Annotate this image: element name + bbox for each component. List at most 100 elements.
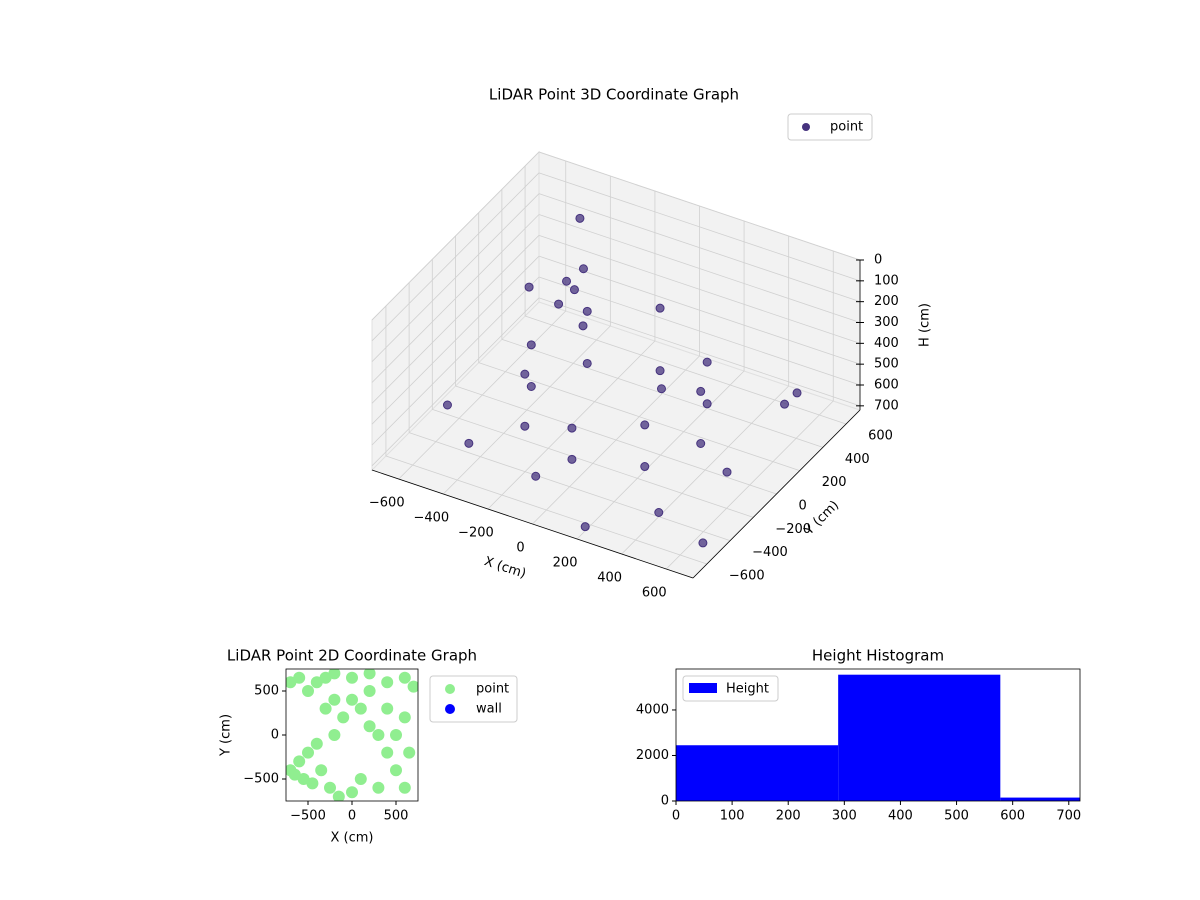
grid-line [524, 315, 847, 425]
point [640, 420, 650, 430]
point [346, 693, 358, 706]
x-tick-label: 0 [672, 809, 680, 824]
grid-line [371, 276, 540, 446]
point [297, 773, 310, 785]
point [328, 693, 341, 706]
z-tick-label: 400 [874, 336, 899, 351]
y-tick-label: 4000 [636, 702, 669, 717]
point [346, 786, 358, 799]
point [293, 671, 306, 684]
point [526, 340, 536, 350]
grid-line [538, 255, 861, 365]
x-tick-label: 100 [720, 809, 745, 824]
grid-line [371, 172, 540, 342]
grid-line [538, 172, 861, 282]
axis-line [371, 469, 694, 579]
x-tick-label: 600 [642, 586, 667, 601]
chart-title: Height Histogram [812, 647, 944, 665]
x-tick-label: 700 [1056, 809, 1081, 824]
point [531, 471, 541, 481]
x-tick-label: 600 [1000, 809, 1025, 824]
point [310, 737, 323, 750]
z-tick-label: 100 [874, 273, 899, 288]
x-tick-label: 400 [888, 809, 913, 824]
legend-label: wall [476, 702, 502, 717]
point [390, 764, 402, 777]
grid-line [371, 235, 540, 404]
point [696, 386, 706, 396]
point [722, 467, 732, 477]
point [526, 382, 536, 391]
point [328, 669, 341, 680]
legend-patch [689, 683, 717, 693]
z-tick-label: 500 [874, 357, 899, 372]
legend-marker [445, 684, 455, 694]
point [390, 729, 402, 741]
points-3d [442, 213, 802, 548]
point [381, 702, 394, 715]
y-axis-label: Y (cm) [219, 714, 234, 757]
y-tick-label: 400 [845, 452, 870, 467]
x-tick-label: 300 [832, 809, 857, 824]
point [319, 702, 332, 715]
grid-line [538, 276, 861, 386]
y-tick-label: 0 [661, 794, 669, 809]
legend-marker [445, 704, 455, 714]
z-tick-label: 700 [874, 398, 899, 413]
point [354, 702, 367, 715]
axes-frame [675, 668, 1081, 802]
grid-line [385, 455, 708, 565]
point [524, 282, 534, 292]
grid-line [455, 385, 777, 495]
axis-line [692, 409, 861, 579]
point [702, 357, 712, 367]
y-tick-label: 2000 [636, 748, 669, 763]
point [398, 711, 411, 724]
grid-line [408, 432, 731, 542]
point [582, 306, 592, 316]
legend-marker [802, 123, 810, 131]
point [792, 388, 802, 398]
grid-line [371, 255, 540, 425]
grid-line [538, 297, 861, 407]
point [656, 384, 666, 394]
y-tick-label: 200 [822, 475, 847, 490]
point [381, 746, 394, 759]
point [324, 781, 336, 794]
point [293, 755, 306, 768]
point [780, 399, 790, 409]
axes-3d [371, 150, 861, 579]
y-axis-label: Y (cm) [801, 498, 842, 539]
point [363, 720, 376, 733]
y-tick-label: −400 [752, 545, 788, 560]
point [655, 366, 665, 376]
point [286, 764, 297, 777]
point [328, 729, 341, 741]
y-tick-label: −600 [729, 569, 765, 584]
grid-line [501, 338, 824, 448]
y-tick-label: −500 [243, 772, 279, 787]
x-tick-label: 0 [516, 541, 524, 556]
point [567, 423, 577, 433]
point [562, 276, 572, 286]
point [654, 508, 664, 517]
point [582, 358, 592, 368]
x-tick-label: 200 [553, 556, 578, 571]
grid-line [371, 151, 540, 321]
z-tick-label: 0 [874, 253, 882, 268]
bar [676, 745, 839, 801]
legend-label: Height [726, 682, 769, 697]
z-tick-label: 600 [874, 378, 899, 393]
point [554, 299, 564, 309]
point [640, 462, 650, 472]
legend-box [787, 113, 873, 141]
z-tick-label: 300 [874, 315, 899, 330]
point [363, 685, 376, 697]
grid-line [478, 362, 800, 472]
bar [1000, 797, 1080, 801]
point [372, 729, 385, 741]
x-tick-label: 0 [348, 809, 356, 824]
grid-line [371, 297, 540, 467]
point [702, 399, 712, 409]
